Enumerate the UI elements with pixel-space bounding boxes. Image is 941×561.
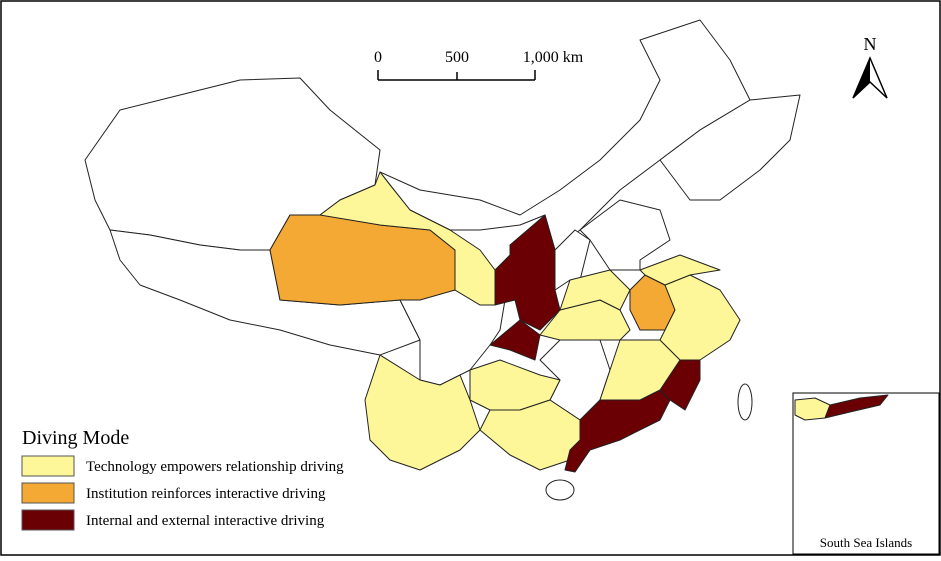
province [639,254,721,286]
province [579,199,671,271]
province [659,94,801,201]
inset: South Sea Islands [792,392,940,555]
legend-swatch [21,482,75,504]
legend-title: Diving Mode [22,427,129,449]
legend-label: Institution reinforces interactive drivi… [86,486,326,502]
scale-bar [377,70,536,81]
scale-label: 1,000 km [523,49,584,66]
province [824,394,889,419]
province [319,171,496,306]
provinces [84,19,801,501]
island [737,383,753,421]
province [489,319,541,361]
legend: Technology empowers relationship driving… [21,455,344,531]
legend-label: Technology empowers relationship driving [86,459,344,475]
province [599,339,681,401]
province [364,354,481,471]
province [659,274,741,361]
province [494,214,561,331]
inset-label: South Sea Islands [820,535,912,550]
scale-label: 500 [445,49,469,66]
legend-label: Internal and external interactive drivin… [86,513,325,529]
north-label: N [864,34,877,54]
legend-swatch [21,455,75,477]
north-arrow [853,58,870,98]
island [545,479,575,501]
inset-frame [792,392,940,555]
legend-swatch [21,509,75,531]
scale-label: 0 [374,49,382,66]
